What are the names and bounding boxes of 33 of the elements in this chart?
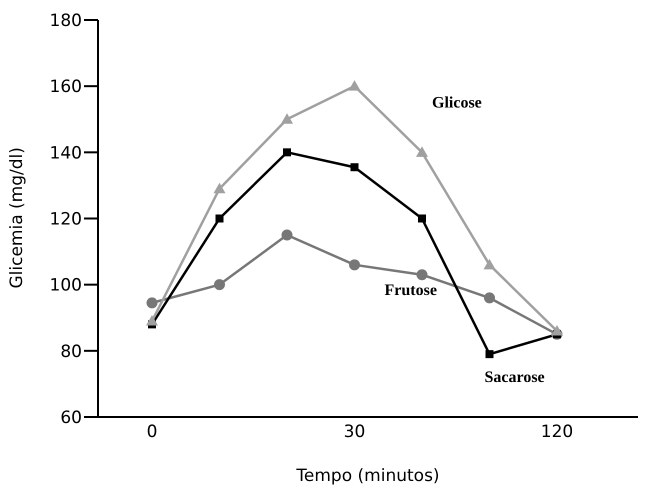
y-tick-label: 160 xyxy=(50,77,82,98)
point xyxy=(486,350,494,358)
point xyxy=(348,80,360,91)
x-tick-label: 0 xyxy=(146,422,158,442)
series-label: Sacarose xyxy=(484,369,545,386)
point xyxy=(146,315,158,326)
point xyxy=(350,163,358,172)
point xyxy=(416,269,428,280)
y-tick-label: 120 xyxy=(50,210,82,230)
y-tick-label: 80 xyxy=(60,342,82,362)
point xyxy=(349,259,360,270)
y-axis-title: Glicemia (mg/dl) xyxy=(7,147,28,288)
point xyxy=(418,214,426,222)
point xyxy=(283,148,291,156)
x-tick-label: 120 xyxy=(540,422,574,442)
point xyxy=(416,146,428,157)
point xyxy=(281,113,293,124)
y-tick-label: 60 xyxy=(60,408,82,428)
series-label: Frutose xyxy=(384,282,437,299)
point xyxy=(214,279,225,290)
text: Glicose xyxy=(432,94,482,112)
x-axis-title: Tempo (minutos) xyxy=(295,466,440,486)
point xyxy=(551,324,563,336)
point xyxy=(214,182,226,194)
point xyxy=(484,292,495,304)
point xyxy=(484,258,496,270)
y-tick-label: 180 xyxy=(50,11,82,32)
point xyxy=(216,214,224,222)
point xyxy=(146,297,158,308)
y-tick-label: 100 xyxy=(50,276,82,296)
x-tick-label: 30 xyxy=(344,422,366,442)
y-tick-label: 140 xyxy=(50,143,82,164)
point xyxy=(282,230,292,241)
